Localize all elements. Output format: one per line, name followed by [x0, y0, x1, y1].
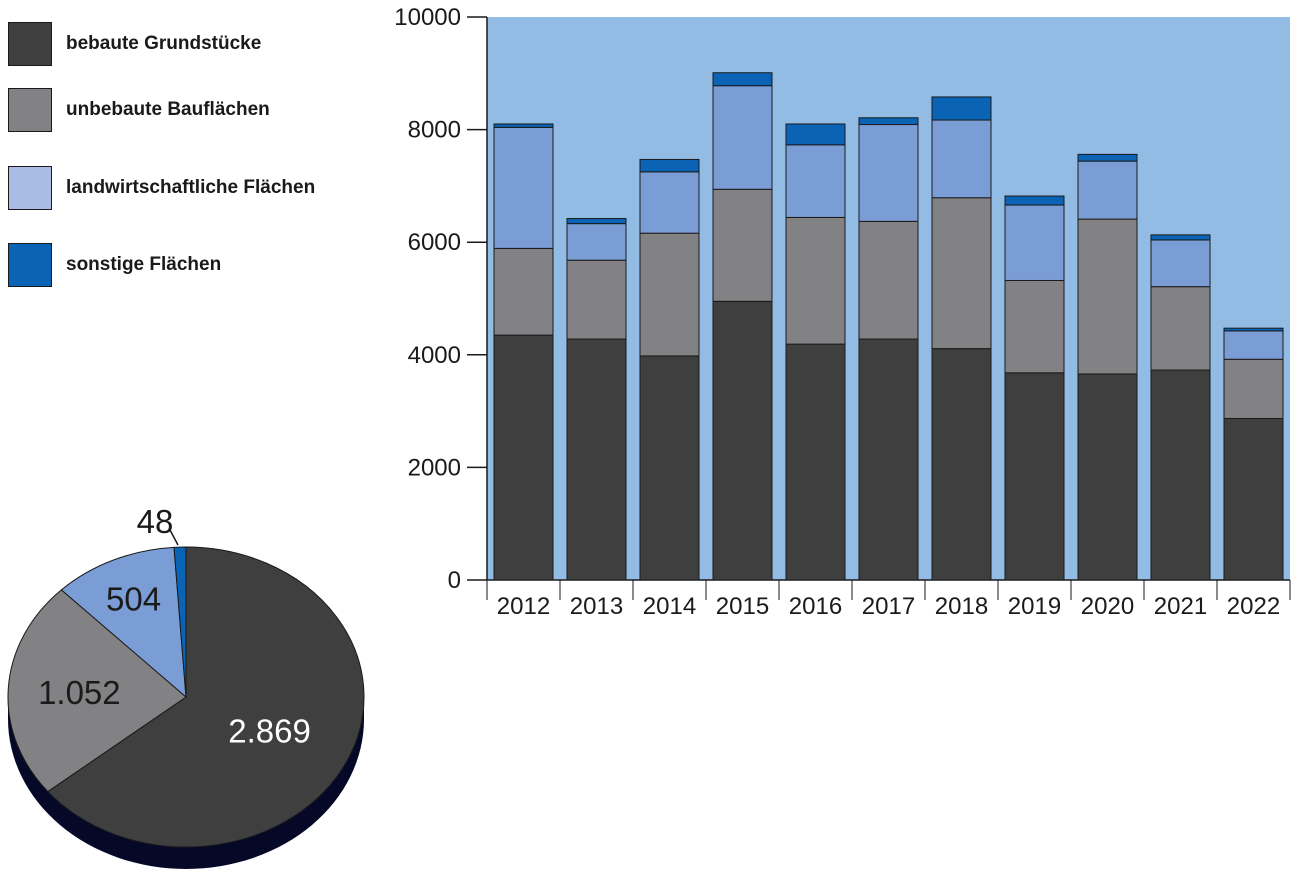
bar-segment-unbuilt: [1077, 218, 1138, 375]
x-tick-label: 2021: [1154, 593, 1207, 620]
y-tick-label: 6000: [408, 229, 461, 256]
legend-label-built-plots: bebaute Grundstücke: [66, 33, 262, 54]
bar-segment-built: [785, 343, 846, 581]
bar-segment-agricultural: [931, 119, 992, 199]
bar-segment-built: [712, 300, 773, 581]
bar-segment-agricultural: [639, 171, 700, 234]
x-tick-label: 2012: [497, 593, 550, 620]
y-tick-label: 8000: [408, 117, 461, 144]
pie-value-label: 504: [106, 580, 161, 617]
bar-segment-other: [1077, 153, 1138, 162]
pie-leader-line: [169, 529, 179, 546]
x-tick-label: 2013: [570, 593, 623, 620]
bar-segment-other: [1223, 327, 1284, 332]
bar-segment-other: [639, 158, 700, 173]
legend-swatch-agricultural: [8, 166, 52, 210]
bar-segment-other: [566, 218, 627, 225]
y-tick-label: 2000: [408, 454, 461, 481]
pie-value-label: 48: [137, 503, 174, 540]
legend-item-built-plots: bebaute Grundstücke: [8, 22, 388, 66]
legend-item-agricultural: landwirtschaftliche Flächen: [8, 166, 388, 210]
pie-slice-unbuilt: [7, 589, 187, 793]
bar-segment-other: [858, 117, 919, 126]
bar-segment-built: [1223, 417, 1284, 581]
bar-segment-other: [712, 72, 773, 87]
bar-segment-agricultural: [785, 144, 846, 218]
bar-segment-unbuilt: [858, 220, 919, 340]
legend-label-unbuilt-plots: unbebaute Bauflächen: [66, 99, 270, 120]
y-tick-label: 4000: [408, 342, 461, 369]
bar-segment-unbuilt: [785, 216, 846, 345]
legend-label-other: sonstige Flächen: [66, 254, 222, 275]
x-tick-label: 2019: [1008, 593, 1061, 620]
pie-value-label: 2.869: [228, 713, 311, 750]
bar-segment-unbuilt: [1150, 286, 1211, 371]
bar-segment-other: [931, 96, 992, 121]
bar-segment-built: [566, 338, 627, 581]
bar-segment-unbuilt: [493, 247, 554, 336]
bar-segment-agricultural: [1150, 239, 1211, 288]
pie-slice-agricultural: [60, 546, 187, 699]
bar-segment-other: [785, 123, 846, 146]
bar-segment-built: [1077, 373, 1138, 581]
bar-segment-built: [493, 334, 554, 581]
bar-segment-other: [493, 123, 554, 128]
bar-segment-built: [1150, 369, 1211, 581]
bar-segment-unbuilt: [1004, 279, 1065, 374]
legend-swatch-unbuilt-plots: [8, 88, 52, 132]
bar-segment-built: [639, 355, 700, 581]
x-tick-label: 2022: [1227, 593, 1280, 620]
bar-segment-unbuilt: [566, 259, 627, 340]
legend-swatch-other: [8, 243, 52, 287]
x-tick-label: 2017: [862, 593, 915, 620]
legend-label-agricultural: landwirtschaftliche Flächen: [66, 177, 316, 198]
bar-segment-agricultural: [712, 85, 773, 190]
legend-item-unbuilt-plots: unbebaute Bauflächen: [8, 88, 388, 132]
bar-segment-agricultural: [1004, 204, 1065, 281]
x-tick-label: 2018: [935, 593, 988, 620]
pie-value-label: 1.052: [38, 674, 121, 711]
x-tick-label: 2015: [716, 593, 769, 620]
x-tick-label: 2014: [643, 593, 696, 620]
pie-slice-built: [47, 546, 365, 848]
bar-segment-agricultural: [858, 124, 919, 222]
bar-segment-built: [858, 338, 919, 581]
bar-segment-unbuilt: [931, 197, 992, 350]
bar-segment-agricultural: [493, 126, 554, 249]
bar-segment-agricultural: [1223, 330, 1284, 360]
y-tick-label: 10000: [394, 4, 461, 31]
bar-segment-other: [1150, 234, 1211, 241]
y-tick-label: 0: [448, 567, 461, 594]
bar-segment-unbuilt: [639, 232, 700, 357]
pie-slice-other: [173, 546, 187, 698]
legend-item-other: sonstige Flächen: [8, 243, 388, 287]
bar-segment-built: [931, 348, 992, 581]
legend-swatch-built-plots: [8, 22, 52, 66]
bar-segment-unbuilt: [1223, 358, 1284, 419]
bar-segment-agricultural: [566, 223, 627, 261]
x-tick-label: 2020: [1081, 593, 1134, 620]
x-tick-label: 2016: [789, 593, 842, 620]
bar-segment-other: [1004, 195, 1065, 206]
